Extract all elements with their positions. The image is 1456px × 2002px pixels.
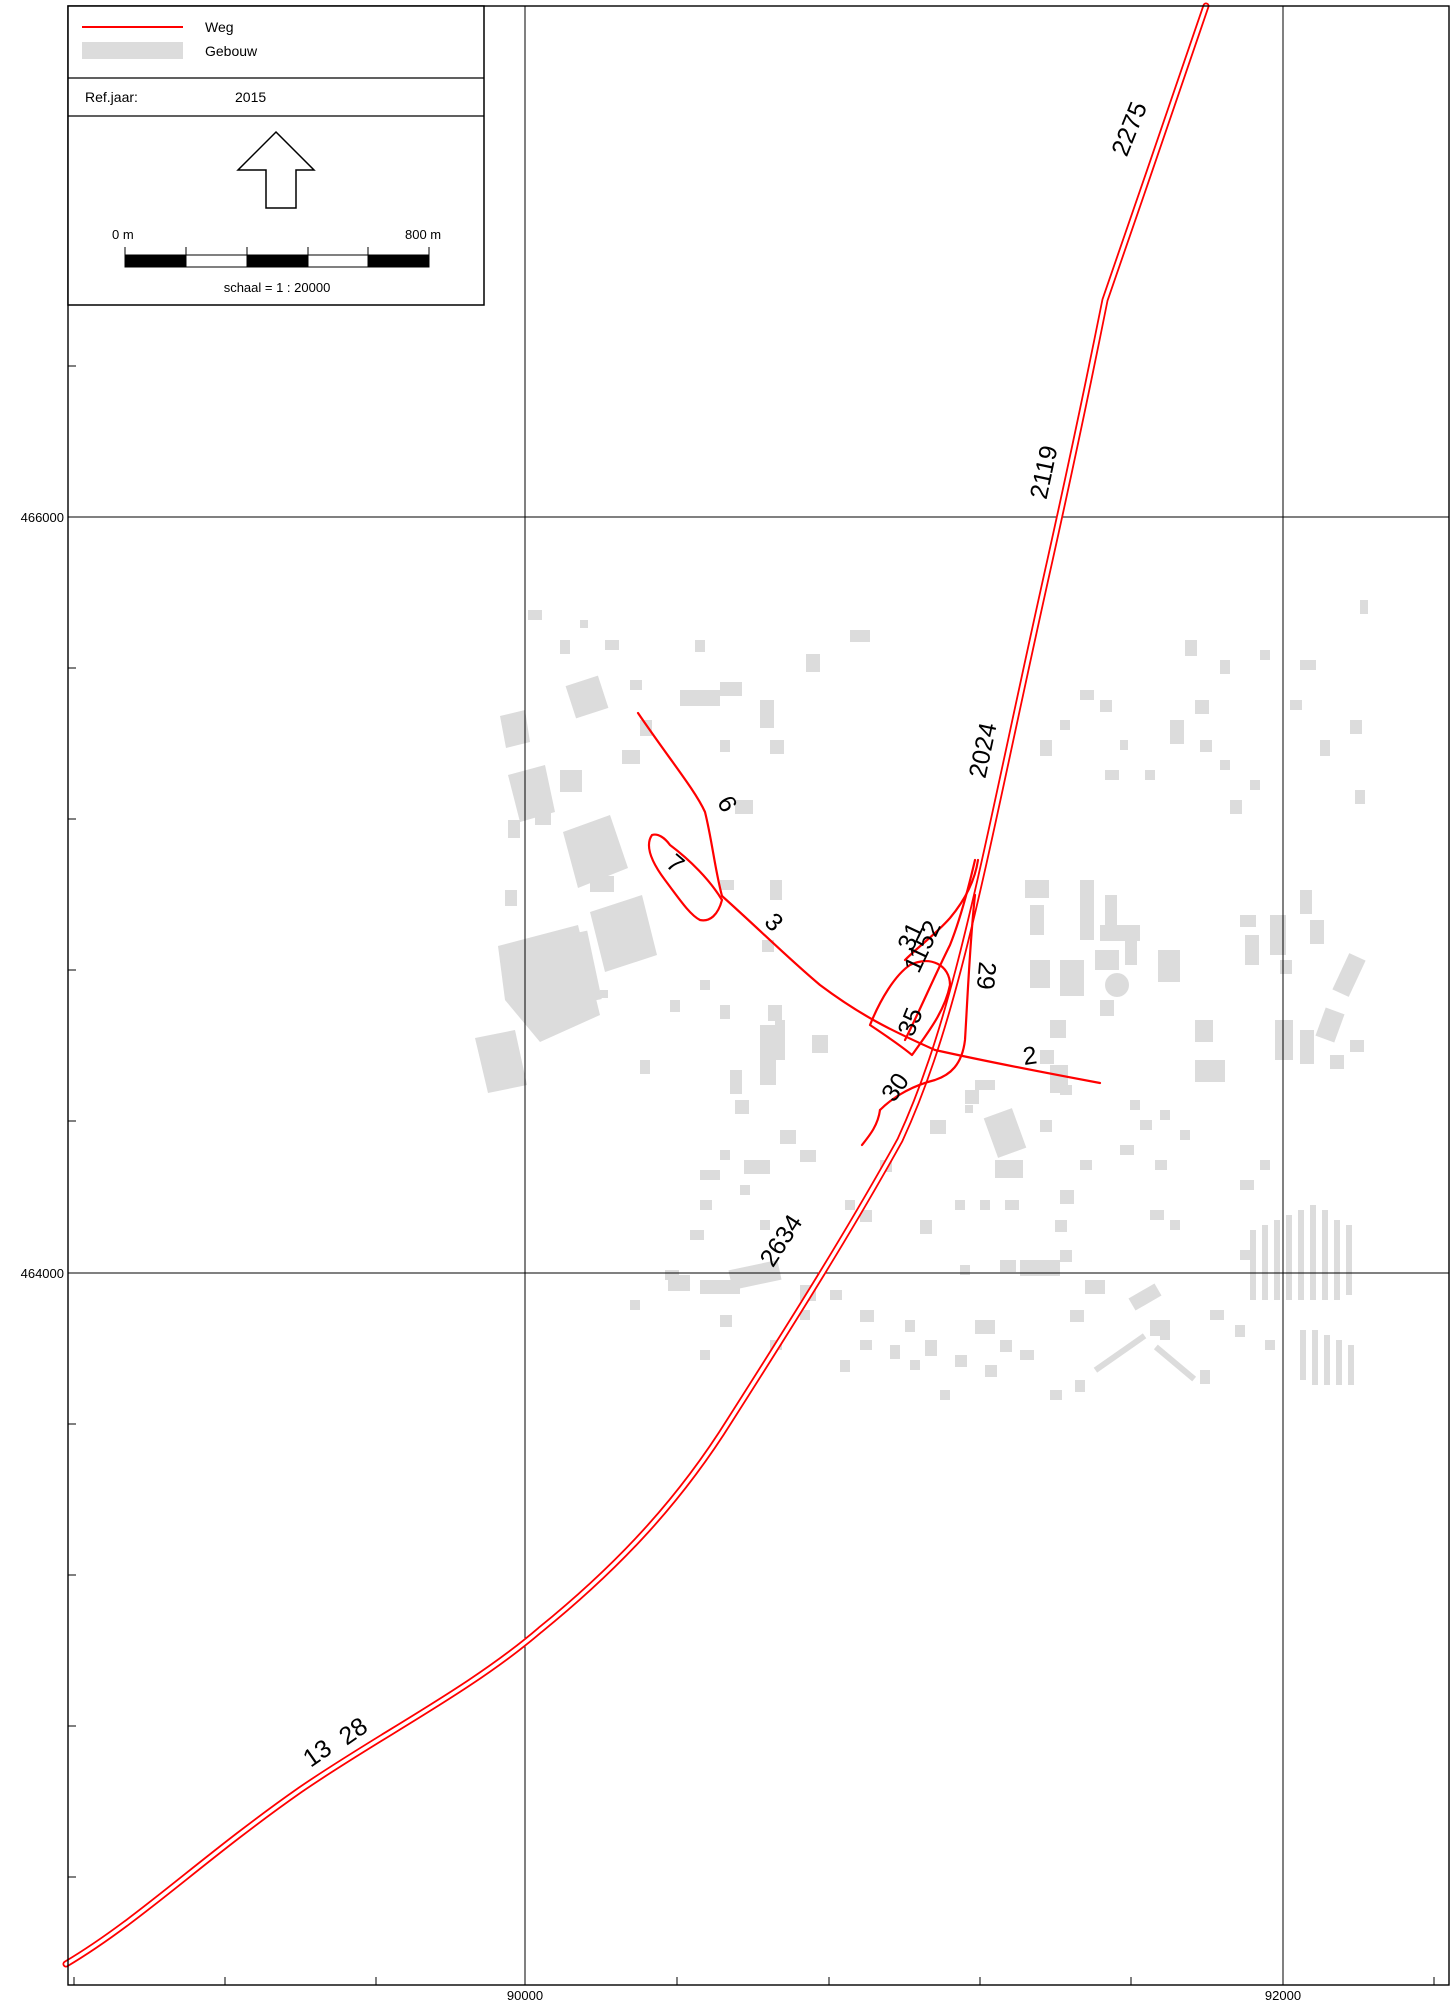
road-35 — [903, 858, 977, 1042]
north-arrow-icon — [236, 130, 316, 209]
road-label-2634: 2634 — [754, 1210, 808, 1272]
legend-building-label: Gebouw — [205, 43, 258, 59]
scale-bar — [124, 247, 430, 268]
road-3-2 — [720, 894, 1102, 1085]
road-7 — [647, 833, 724, 922]
scale-start-label: 0 m — [112, 227, 134, 242]
x-label-90000: 90000 — [507, 1988, 543, 2002]
y-label-466000: 466000 — [21, 510, 64, 525]
road-29 — [878, 893, 977, 1112]
frame-ticks — [68, 365, 1435, 1985]
road-label-30: 30 — [876, 1068, 915, 1107]
legend-road-label: Weg — [205, 19, 234, 35]
legend-panel: Weg Gebouw Ref.jaar: 2015 0 m 800 m scha… — [67, 5, 485, 306]
map-frame — [67, 5, 1450, 1986]
road-label-2: 2 — [1021, 1041, 1039, 1071]
scale-ratio-text: schaal = 1 : 20000 — [224, 280, 331, 295]
road-label-2119: 2119 — [1025, 443, 1064, 501]
road-30 — [860, 1108, 882, 1147]
x-label-92000: 92000 — [1265, 1988, 1301, 2002]
scale-end-label: 800 m — [405, 227, 441, 242]
road-label-29: 29 — [971, 961, 1001, 991]
ref-year-value: 2015 — [235, 89, 266, 105]
coordinate-labels: 466000 464000 90000 92000 — [21, 510, 1301, 2002]
buildings-layer — [475, 600, 1368, 1400]
road-label-2275: 2275 — [1106, 98, 1153, 160]
ref-year-label: Ref.jaar: — [85, 89, 138, 105]
road-1152 — [903, 858, 980, 962]
road-6 — [636, 711, 724, 898]
road-label-7: 7 — [661, 849, 690, 879]
y-label-464000: 464000 — [21, 1266, 64, 1281]
legend-building-swatch — [82, 42, 183, 59]
roads-layer — [62, 2, 1210, 1968]
road-label-2024: 2024 — [964, 720, 1003, 780]
road-31-loop — [868, 960, 952, 1057]
road-labels: 2275 2119 2024 6 7 3 31 1152 29 35 2 30 … — [298, 98, 1153, 1773]
coordinate-grid — [68, 6, 1449, 1985]
road-label-35: 35 — [892, 1004, 928, 1040]
